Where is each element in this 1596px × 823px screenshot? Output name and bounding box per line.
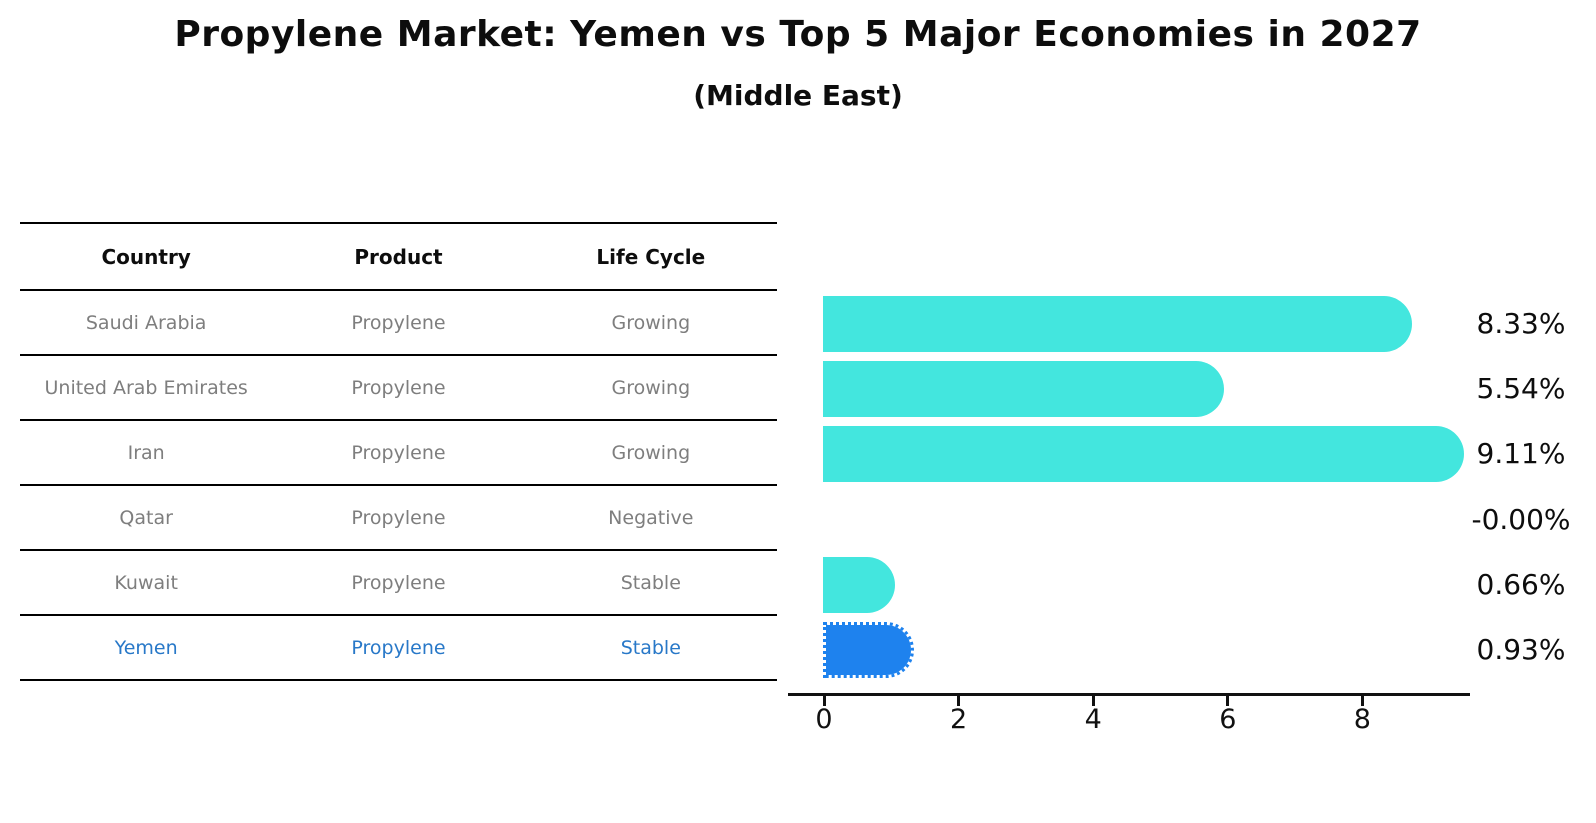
- bar-yemen: [823, 622, 914, 678]
- country-cell: Yemen: [114, 636, 178, 659]
- table-row: Kuwait Propylene Stable: [20, 551, 777, 616]
- lifecycle-cell: Growing: [611, 376, 691, 399]
- page-title: Propylene Market: Yemen vs Top 5 Major E…: [174, 14, 1422, 55]
- page-subtitle: (Middle East): [693, 79, 903, 112]
- bar-united-arab-emirates: [823, 361, 1224, 418]
- value-label: 5.54%: [1476, 372, 1566, 406]
- axis-tick-label: 8: [1353, 704, 1371, 735]
- product-cell: Propylene: [351, 376, 446, 399]
- table-row: Saudi Arabia Propylene Growing: [20, 291, 777, 356]
- table-row: United Arab Emirates Propylene Growing: [20, 356, 777, 421]
- lifecycle-cell: Negative: [608, 506, 694, 529]
- x-axis-line: [788, 693, 1470, 696]
- value-label: 8.33%: [1476, 307, 1566, 340]
- bar-iran: [823, 426, 1465, 483]
- table-header-cell: Life Cycle: [596, 244, 706, 269]
- product-cell: Propylene: [351, 311, 446, 334]
- axis-tick-label: 4: [1084, 704, 1102, 735]
- comparison-table: Country Product Life Cycle Saudi Arabia Pro…: [20, 222, 777, 681]
- lifecycle-cell: Stable: [620, 636, 681, 659]
- axis-tick: [1091, 696, 1095, 706]
- value-label: -0.00%: [1471, 502, 1571, 536]
- axis-tick: [822, 696, 826, 706]
- value-label: 0.66%: [1476, 567, 1566, 601]
- country-cell: United Arab Emirates: [44, 376, 248, 399]
- product-cell: Propylene: [351, 636, 446, 659]
- table-header-cell: Product: [354, 244, 443, 269]
- value-label: 9.11%: [1476, 437, 1566, 471]
- lifecycle-cell: Stable: [620, 571, 681, 594]
- product-cell: Propylene: [351, 506, 446, 529]
- product-cell: Propylene: [351, 571, 446, 594]
- country-cell: Saudi Arabia: [85, 311, 207, 334]
- table-row: Yemen Propylene Stable: [20, 616, 777, 681]
- axis-tick: [957, 696, 961, 706]
- product-cell: Propylene: [351, 441, 446, 464]
- axis-tick: [1226, 696, 1230, 706]
- table-header-cell: Country: [101, 244, 191, 269]
- axis-tick: [1360, 696, 1364, 706]
- table-header-row: Country Product Life Cycle: [20, 224, 777, 291]
- value-label: 0.93%: [1476, 633, 1566, 666]
- axis-tick-label: 0: [815, 704, 833, 735]
- axis-tick-label: 2: [950, 704, 968, 735]
- country-cell: Iran: [127, 441, 165, 464]
- country-cell: Kuwait: [114, 571, 178, 594]
- lifecycle-cell: Growing: [611, 311, 691, 334]
- table-row: Qatar Propylene Negative: [20, 486, 777, 551]
- axis-tick-label: 6: [1219, 704, 1237, 735]
- table-row: Iran Propylene Growing: [20, 421, 777, 486]
- bar-saudi-arabia: [823, 296, 1412, 352]
- bar-kuwait: [823, 556, 896, 613]
- country-cell: Qatar: [119, 506, 173, 529]
- lifecycle-cell: Growing: [611, 441, 691, 464]
